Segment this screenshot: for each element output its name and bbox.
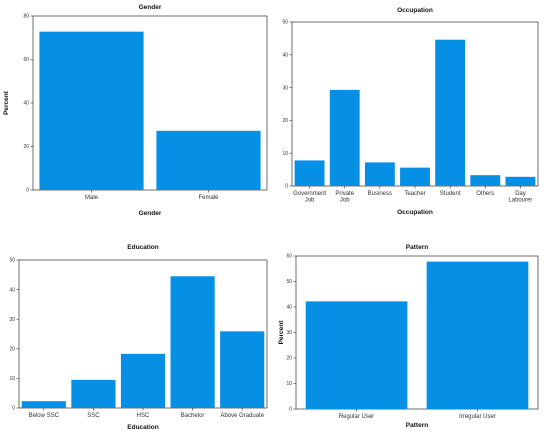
x-tick-label: Business: [368, 191, 392, 197]
gender-chart-panel: Gender 0 20 40 60 80 Percent Male Female Gender: [0, 0, 275, 220]
y-tick-label: 0: [285, 184, 288, 190]
y-tick-label: 30: [286, 330, 292, 336]
y-tick-label: 40: [286, 305, 292, 311]
chart-title: Pattern: [406, 244, 428, 251]
bar-ssc: [71, 379, 116, 408]
bar-student: [435, 39, 466, 186]
y-tick-label: 50: [9, 258, 15, 264]
x-tick-label: HSC: [137, 413, 150, 419]
y-tick-label: 0: [289, 407, 292, 413]
y-tick-label: 10: [9, 376, 15, 382]
bar-teacher: [400, 167, 430, 186]
y-tick-label: 30: [9, 317, 15, 323]
y-tick-label: 0: [26, 188, 29, 194]
y-tick-label: 20: [23, 144, 29, 150]
bar-private-job: [329, 89, 360, 186]
plot-frame: [291, 21, 539, 187]
y-tick-label: 10: [282, 151, 288, 157]
y-tick-label: 20: [286, 356, 292, 362]
x-tick-label: Government Job: [293, 191, 326, 204]
y-axis-label: Percent: [3, 90, 10, 115]
x-tick-label: Bachelor: [181, 413, 205, 419]
bar-bachelor: [170, 276, 215, 408]
pattern-chart-panel: Pattern 0 10 20 30 40 50 60 Percent Regular User I…: [275, 235, 550, 433]
y-tick-label: 50: [282, 20, 288, 26]
education-chart: Education 0 10 20 30 40 50 Below SSC SSC HSC Bache…: [9, 244, 268, 431]
y-tick-label: 10: [286, 381, 292, 387]
x-tick-label: Regular User: [339, 414, 374, 420]
x-tick-label: Private Job: [335, 191, 354, 204]
y-tick-label: 40: [9, 287, 15, 293]
x-tick-label: SSC: [87, 413, 100, 419]
x-axis-label: Education: [127, 424, 158, 431]
pattern-chart: Pattern 0 10 20 30 40 50 60 Percent Regular User I…: [278, 244, 539, 429]
bar-regular-user: [305, 301, 408, 409]
bar-irregular-user: [426, 261, 529, 409]
chart-title: Occupation: [397, 7, 433, 14]
bar-hsc: [120, 353, 166, 408]
occupation-chart: Occupation 0 10 20 30 40 50 Government Job Privat…: [282, 7, 539, 216]
bar-others: [470, 175, 501, 186]
y-axis-label: Percent: [278, 320, 285, 345]
x-axis-label: Occupation: [397, 209, 433, 216]
y-tick-label: 30: [282, 85, 288, 91]
gender-chart: Gender 0 20 40 60 80 Percent Male Female Gender: [3, 4, 268, 217]
x-tick-label: Male: [85, 195, 99, 201]
bar-female: [156, 130, 261, 190]
y-tick-label: 50: [286, 279, 292, 285]
education-chart-panel: Education 0 10 20 30 40 50 Below SSC SSC HSC Bache…: [0, 235, 275, 433]
bar-government-job: [294, 160, 325, 186]
x-tick-label: Above Graduate: [220, 413, 264, 419]
bar-male: [39, 31, 144, 190]
x-tick-label: Others: [476, 191, 494, 197]
y-tick-label: 40: [282, 53, 288, 59]
bar-business: [364, 162, 395, 186]
y-tick-label: 80: [23, 14, 29, 20]
y-tick-label: 20: [282, 118, 288, 124]
occupation-chart-panel: Occupation 0 10 20 30 40 50 Government Job Privat…: [275, 0, 550, 220]
x-axis-label: Pattern: [406, 422, 428, 429]
y-tick-label: 20: [9, 347, 15, 353]
x-axis-label: Gender: [139, 210, 162, 217]
x-tick-label: Day Labourer: [508, 191, 532, 204]
bar-day-labourer: [505, 176, 536, 186]
y-tick-label: 40: [23, 101, 29, 107]
y-tick-label: 60: [286, 254, 292, 260]
y-tick-label: 60: [23, 57, 29, 63]
x-tick-label: Female: [198, 195, 219, 201]
x-tick-label: Below SSC: [29, 413, 60, 419]
x-tick-label: Student: [440, 191, 461, 197]
y-tick-label: 0: [12, 406, 15, 412]
chart-title: Education: [127, 244, 158, 251]
x-tick-label: Irregular User: [459, 414, 496, 420]
chart-title: Gender: [139, 4, 162, 11]
bar-above-graduate: [220, 331, 265, 408]
x-tick-label: Teacher: [404, 191, 425, 197]
bar-below-ssc: [21, 401, 66, 408]
